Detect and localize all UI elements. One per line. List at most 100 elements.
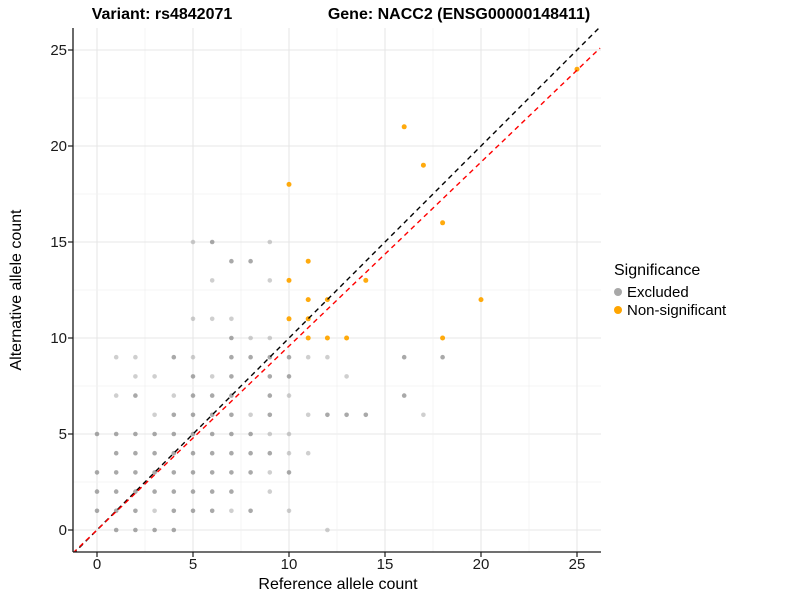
excluded-point (229, 450, 234, 456)
excluded-point (229, 470, 234, 475)
excluded-point (229, 335, 234, 341)
excluded-dot-icon (614, 288, 622, 296)
excluded-point (267, 412, 273, 418)
excluded-point (190, 450, 196, 456)
excluded-point (325, 412, 330, 418)
excluded-point (152, 508, 157, 514)
excluded-point (152, 431, 157, 437)
excluded-point (171, 431, 177, 437)
excluded-point (190, 354, 196, 360)
identity-line (74, 28, 600, 552)
excluded-point (133, 354, 138, 360)
excluded-point (286, 470, 292, 475)
excluded-point (113, 393, 119, 398)
excluded-point (229, 354, 234, 360)
excluded-point (440, 354, 445, 360)
excluded-point (133, 489, 138, 494)
excluded-point (267, 239, 273, 245)
excluded-point (190, 316, 196, 322)
excluded-point (305, 412, 311, 418)
excluded-point (267, 374, 273, 379)
excluded-point (133, 470, 138, 475)
excluded-point (94, 470, 100, 475)
excluded-point (113, 354, 119, 360)
excluded-point (344, 412, 349, 418)
y-tick-label-15: 15 (50, 234, 67, 251)
excluded-point (209, 278, 215, 283)
excluded-point (286, 450, 292, 456)
excluded-point (248, 258, 253, 264)
excluded-point (171, 527, 177, 533)
excluded-point (209, 450, 215, 456)
excluded-point (209, 316, 215, 322)
excluded-point (286, 393, 292, 398)
excluded-point (267, 450, 273, 456)
excluded-point (344, 374, 349, 379)
excluded-point (229, 489, 234, 494)
excluded-point (152, 450, 157, 456)
excluded-point (113, 450, 119, 456)
excluded-point (248, 470, 253, 475)
nonsignificant-point (401, 124, 407, 130)
y-tick-label-20: 20 (50, 138, 67, 155)
excluded-point (248, 508, 253, 514)
excluded-point (286, 374, 292, 379)
nonsignificant-point (286, 316, 292, 322)
reference-lines (73, 28, 601, 552)
nonsignificant-point (305, 297, 311, 303)
excluded-point (113, 527, 119, 533)
excluded-point (229, 258, 234, 264)
excluded-point (209, 508, 215, 514)
legend-label-excluded: Excluded (627, 283, 689, 301)
excluded-point (133, 374, 138, 379)
x-axis-title: Reference allele count (258, 576, 418, 593)
excluded-point (267, 489, 273, 494)
excluded-point (325, 527, 330, 533)
excluded-point (267, 470, 273, 475)
excluded-point (190, 412, 196, 418)
excluded-point (190, 393, 196, 398)
excluded-point (190, 374, 196, 379)
gridlines (73, 28, 601, 552)
excluded-point (113, 431, 119, 437)
nonsignificant-point (344, 335, 350, 341)
nonsignificant-point (363, 277, 369, 283)
excluded-point (152, 374, 157, 379)
y-tick-label-5: 5 (58, 426, 67, 443)
excluded-point (286, 508, 292, 514)
nonsignificant-point (286, 181, 292, 187)
excluded-point (113, 470, 119, 475)
excluded-point (133, 450, 138, 456)
excluded-point (248, 431, 253, 437)
excluded-point (209, 489, 215, 494)
excluded-point (152, 527, 157, 533)
nonsignificant-point (305, 335, 311, 341)
excluded-point (248, 335, 253, 341)
excluded-point (190, 239, 196, 245)
nonsignificant-point (305, 258, 311, 264)
nonsignificant-point (440, 335, 446, 341)
excluded-point (401, 393, 407, 398)
excluded-point (171, 470, 177, 475)
gene-title: Gene: NACC2 (ENSG00000148411) (327, 6, 591, 23)
excluded-point (229, 431, 234, 437)
excluded-point (190, 508, 196, 514)
nonsignificant-dot-icon (614, 306, 622, 314)
nonsignificant-point (286, 277, 292, 283)
nonsignificant-point (420, 162, 426, 168)
y-tick-label-0: 0 (58, 522, 67, 539)
excluded-point (171, 412, 177, 418)
nonsignificant-point (440, 220, 446, 226)
excluded-point (171, 393, 177, 398)
legend-item-excluded: Excluded (614, 283, 726, 301)
excluded-point (152, 489, 157, 494)
excluded-point (325, 354, 330, 360)
excluded-point (133, 393, 138, 398)
axes (68, 28, 601, 557)
excluded-point (94, 431, 100, 437)
y-axis-title: Alternative allele count (8, 209, 25, 371)
excluded-point (401, 354, 407, 360)
excluded-point (267, 335, 273, 341)
excluded-point (209, 470, 215, 475)
